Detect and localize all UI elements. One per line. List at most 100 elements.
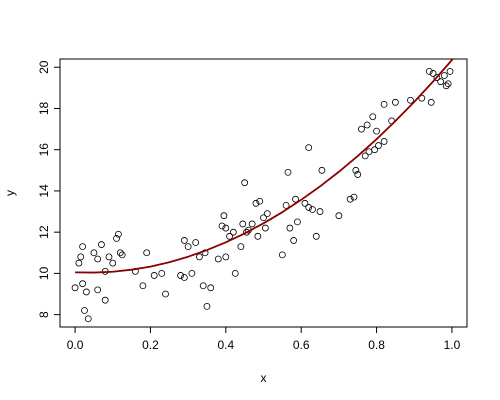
- data-point: [358, 125, 365, 133]
- data-point: [278, 251, 286, 259]
- data-point: [312, 232, 320, 240]
- data-point: [184, 243, 192, 251]
- data-point: [442, 82, 450, 90]
- x-tick-label: 0.6: [293, 338, 310, 352]
- data-point: [446, 67, 454, 75]
- data-point: [363, 121, 371, 129]
- data-point: [294, 218, 301, 226]
- x-axis-label: x: [261, 371, 267, 385]
- data-point: [369, 113, 377, 121]
- x-axis: 0.0 0.2 0.4 0.6 0.8 1.0: [67, 327, 461, 352]
- data-point: [352, 166, 360, 174]
- data-point: [292, 195, 299, 203]
- data-point: [201, 249, 209, 257]
- data-point: [301, 199, 309, 207]
- data-point: [290, 237, 298, 244]
- data-point: [241, 179, 249, 187]
- data-point: [252, 199, 260, 207]
- y-axis: 8 10 12 14 16 18 20: [37, 60, 60, 318]
- data-point: [361, 152, 369, 160]
- data-point: [77, 253, 85, 261]
- x-tick-label: 1.0: [444, 338, 461, 352]
- data-point: [139, 282, 147, 290]
- data-point: [316, 208, 324, 215]
- data-point: [427, 98, 435, 106]
- data-point: [375, 142, 382, 149]
- data-point: [231, 269, 239, 277]
- x-tick-label: 0.8: [368, 338, 385, 352]
- data-point: [218, 222, 226, 230]
- data-point: [371, 146, 379, 154]
- data-point: [196, 253, 203, 261]
- data-point: [425, 67, 433, 75]
- data-point: [222, 253, 230, 261]
- y-tick-label: 12: [37, 225, 51, 239]
- data-point: [391, 98, 399, 106]
- data-point: [150, 272, 158, 279]
- data-point: [94, 286, 102, 294]
- data-point: [335, 212, 343, 220]
- data-point: [440, 72, 448, 79]
- data-points: [71, 67, 454, 323]
- y-tick-label: 16: [37, 143, 51, 157]
- data-point: [237, 243, 245, 251]
- x-tick-label: 0.4: [217, 338, 234, 352]
- data-point: [380, 100, 388, 108]
- data-point: [116, 249, 124, 257]
- data-point: [75, 259, 83, 267]
- data-point: [354, 171, 362, 178]
- data-point: [433, 74, 441, 81]
- data-point: [82, 288, 90, 296]
- data-point: [162, 290, 169, 298]
- data-point: [101, 296, 109, 304]
- data-point: [115, 230, 122, 238]
- data-point: [437, 78, 445, 86]
- y-tick-label: 18: [37, 101, 51, 115]
- y-tick-label: 20: [37, 60, 51, 74]
- plot-frame: [59, 58, 468, 328]
- data-point: [180, 274, 188, 281]
- data-point: [305, 204, 313, 211]
- data-point: [94, 255, 102, 263]
- y-tick-label: 8: [37, 311, 51, 318]
- data-point: [286, 224, 294, 232]
- data-point: [282, 201, 290, 209]
- data-point: [229, 228, 237, 236]
- data-point: [263, 210, 271, 218]
- data-point: [199, 282, 207, 290]
- data-point: [429, 70, 437, 77]
- data-point: [346, 195, 354, 203]
- data-point: [71, 284, 79, 292]
- data-point: [373, 127, 380, 135]
- data-point: [98, 241, 105, 248]
- fit-curve-layer: [75, 59, 454, 274]
- data-point: [239, 220, 247, 228]
- data-point: [158, 269, 166, 277]
- data-point: [79, 243, 87, 251]
- data-point: [254, 232, 262, 240]
- data-point: [309, 206, 316, 213]
- data-point: [109, 259, 117, 267]
- data-point: [192, 239, 200, 246]
- data-point: [350, 193, 358, 201]
- data-point: [118, 251, 126, 259]
- data-point: [177, 272, 184, 279]
- data-point: [407, 96, 414, 104]
- data-point: [243, 228, 250, 236]
- y-axis-label: y: [3, 190, 17, 196]
- data-point: [284, 168, 292, 176]
- data-point: [256, 197, 264, 205]
- data-point: [444, 80, 452, 88]
- data-point: [180, 237, 188, 244]
- data-point: [105, 253, 113, 261]
- data-point: [113, 234, 120, 242]
- data-point: [143, 249, 151, 257]
- data-point: [79, 280, 87, 288]
- data-point: [81, 307, 88, 314]
- y-tick-label: 14: [37, 184, 51, 198]
- data-point: [188, 269, 196, 277]
- data-point: [203, 302, 211, 310]
- data-point: [318, 166, 326, 174]
- data-point: [220, 212, 228, 220]
- data-point: [248, 220, 256, 228]
